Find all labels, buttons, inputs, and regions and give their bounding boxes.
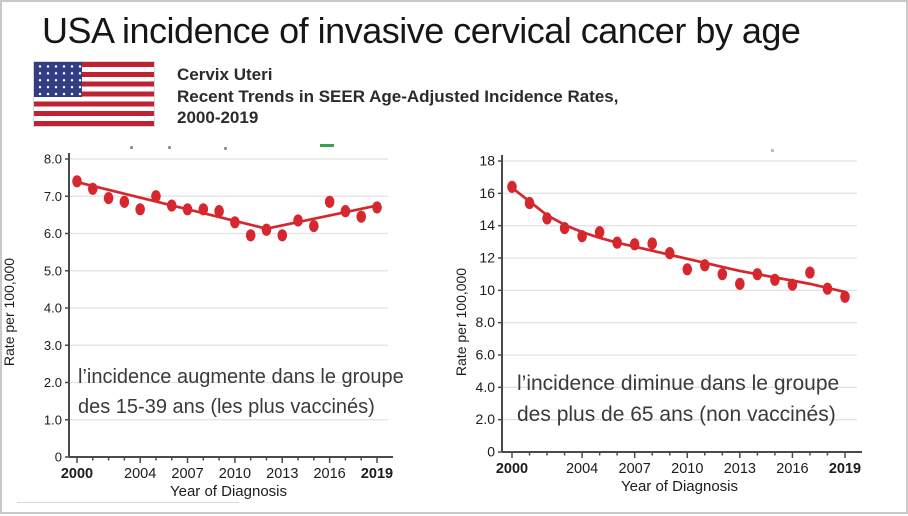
data-point	[699, 259, 710, 272]
x-tick-label: 2007	[619, 461, 651, 477]
data-point	[840, 290, 850, 303]
y-tick-label: 8.0	[44, 152, 62, 167]
x-tick-label: 2016	[313, 466, 345, 482]
y-tick-label: 7.0	[44, 189, 62, 204]
data-point	[822, 282, 833, 295]
x-tick-label: 2010	[219, 466, 251, 482]
x-tick-label: 2016	[776, 461, 808, 477]
data-point	[752, 268, 763, 281]
x-tick-label: 2013	[724, 461, 756, 477]
data-point	[664, 247, 675, 260]
y-tick-label: 16	[479, 185, 495, 201]
data-point	[647, 237, 658, 250]
data-point	[198, 203, 209, 216]
y-tick-label: 10	[479, 282, 495, 298]
x-axis-label: Year of Diagnosis	[621, 478, 738, 495]
data-point	[230, 216, 240, 229]
page-title: USA incidence of invasive cervical cance…	[42, 10, 801, 51]
annotation-line: des 15-39 ans (les plus vaccinés)	[78, 396, 375, 418]
seer-years: 2000-2019	[177, 108, 259, 127]
data-point	[717, 268, 728, 281]
legend-artifact-speck	[771, 149, 774, 152]
x-tick-label: 2000	[61, 466, 93, 482]
y-tick-label: 18	[479, 153, 495, 169]
data-point	[612, 236, 622, 249]
trend-line	[510, 186, 847, 294]
data-point	[340, 205, 351, 218]
y-tick-label: 0	[55, 450, 62, 465]
y-tick-label: 1.0	[44, 412, 62, 427]
chart-older-age-group: 0 2.0 4.0 6.0 8.0 10 12 14 16 18 2000 2004 2007 2010 2…	[456, 153, 862, 495]
data-point	[245, 229, 256, 242]
data-point	[507, 180, 517, 193]
data-point	[324, 195, 335, 208]
x-tick-label: 2007	[171, 466, 203, 482]
data-point	[787, 278, 798, 291]
flag-canton	[34, 62, 82, 97]
y-tick-label: 6.0	[476, 347, 496, 363]
data-point	[682, 263, 693, 276]
y-tick-label: 8.0	[476, 314, 496, 330]
data-point	[524, 196, 535, 210]
y-tick-label: 5.0	[44, 263, 62, 278]
divider-line	[17, 502, 239, 503]
y-tick-label: 6.0	[44, 226, 62, 241]
legend-artifact-speck	[130, 146, 133, 149]
data-point	[735, 277, 745, 290]
data-point	[309, 219, 319, 233]
legend-artifact-speck	[224, 147, 227, 150]
legend-artifact-green-dash	[320, 144, 334, 147]
annotation-line: l’incidence diminue dans le groupe	[517, 372, 839, 395]
data-point	[72, 175, 82, 188]
usa-flag-icon	[34, 62, 154, 126]
data-point	[119, 195, 130, 208]
x-tick-label: 2019	[361, 466, 393, 482]
data-point	[103, 192, 114, 205]
x-tick-label: 2010	[671, 461, 703, 477]
x-tick-label: 2013	[266, 466, 298, 482]
data-point	[805, 266, 815, 279]
data-point	[559, 221, 570, 235]
seer-subtitle: Recent Trends in SEER Age-Adjusted Incid…	[177, 86, 619, 106]
data-point	[214, 205, 224, 218]
x-axis-label: Year of Diagnosis	[170, 483, 287, 500]
x-tick-label: 2004	[124, 466, 156, 482]
data-point	[166, 199, 177, 212]
chart-young-age-group: 0 1.0 2.0 3.0 4.0 5.0 6.0 7.0 8.0 2000 2004 2007 201…	[2, 152, 404, 501]
y-tick-label: 4.0	[44, 301, 62, 316]
y-tick-label: 4.0	[476, 379, 496, 395]
y-tick-label: 0	[487, 444, 495, 460]
y-tick-label: 2.0	[44, 375, 62, 390]
annotation-line: des plus de 65 ans (non vaccinés)	[517, 403, 836, 426]
y-tick-label: 14	[479, 217, 495, 233]
x-tick-label: 2000	[496, 461, 528, 477]
data-point	[577, 230, 587, 243]
data-point	[356, 210, 367, 223]
data-point	[151, 190, 161, 203]
data-point	[135, 203, 145, 216]
data-point	[293, 214, 303, 227]
data-point	[594, 226, 605, 239]
data-point	[277, 229, 288, 242]
seer-title: Cervix Uteri	[177, 65, 273, 84]
seer-header-text: Cervix Uteri Recent Trends in SEER Age-A…	[177, 64, 837, 129]
data-point	[261, 223, 272, 236]
data-point	[770, 273, 780, 286]
data-point	[182, 203, 193, 216]
data-point	[629, 238, 640, 251]
y-tick-label: 12	[479, 250, 495, 266]
y-tick-label: 3.0	[44, 338, 62, 353]
data-point	[372, 201, 382, 214]
annotation-line: l’incidence augmente dans le groupe	[78, 366, 404, 388]
y-axis-label: Rate per 100,000	[456, 268, 469, 376]
x-tick-label: 2019	[829, 461, 861, 477]
data-point	[542, 212, 552, 225]
y-axis-label: Rate per 100,000	[2, 258, 17, 366]
y-tick-label: 2.0	[476, 411, 496, 427]
data-point	[87, 182, 98, 195]
x-tick-label: 2004	[566, 461, 598, 477]
legend-artifact-speck	[168, 146, 171, 149]
